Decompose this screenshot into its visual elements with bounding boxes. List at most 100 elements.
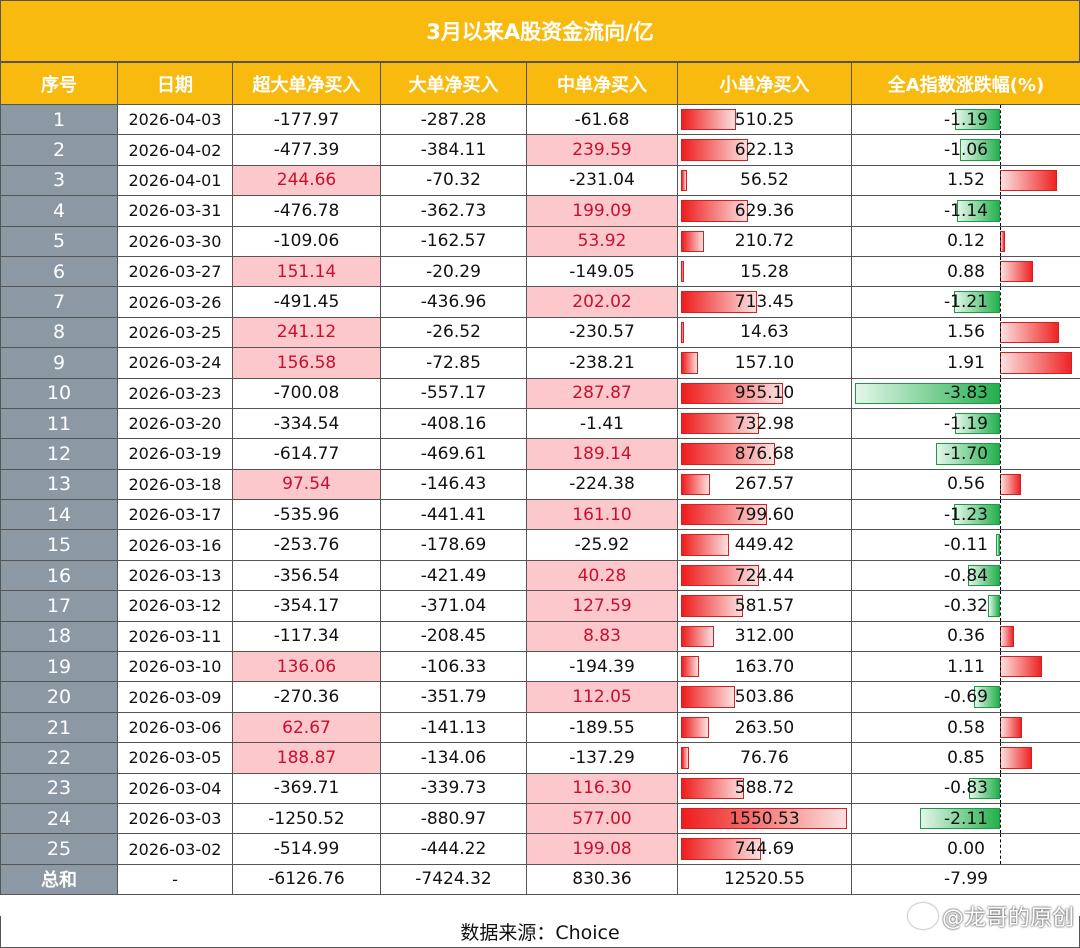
row-date: 2026-03-12: [117, 590, 233, 622]
large-net-buy: -880.97: [380, 802, 527, 835]
super-large-net-buy: 156.58: [232, 347, 381, 379]
small-net-buy-bar: [681, 443, 775, 465]
row-index: 19: [0, 651, 118, 683]
small-net-buy-value: 955.10: [734, 383, 795, 404]
small-net-buy-bar: [681, 200, 749, 222]
table-row: 10 2026-03-23 -700.08 -557.17 287.87 955.10 -3…: [0, 377, 1080, 409]
row-date: 2026-03-25: [117, 316, 233, 349]
zero-axis-line: [1000, 256, 1001, 287]
table-row: 14 2026-03-17 -535.96 -441.41 161.10 799.60 -1…: [0, 499, 1080, 531]
super-large-net-buy: 97.54: [232, 468, 381, 501]
index-change: -1.14: [851, 195, 1080, 227]
row-date: 2026-04-02: [117, 134, 233, 166]
header-date: 日期: [117, 62, 233, 105]
medium-net-buy: 577.00: [526, 802, 678, 835]
medium-net-buy: 199.09: [526, 195, 678, 227]
row-index: 7: [0, 286, 118, 318]
super-large-net-buy: -535.96: [232, 499, 381, 531]
index-change-up-bar: [1000, 352, 1073, 374]
small-net-buy-value: 263.50: [734, 717, 795, 738]
index-change-value: -1.23: [944, 504, 988, 525]
small-net-buy: 588.72: [677, 772, 852, 804]
row-index: 17: [0, 590, 118, 622]
index-change: -1.23: [851, 499, 1080, 531]
zero-axis-line: [1000, 226, 1001, 256]
table-row: 12 2026-03-19 -614.77 -469.61 189.14 876.68 -1…: [0, 438, 1080, 470]
index-change-down-bar: [920, 807, 1000, 830]
zero-axis-line: [1000, 834, 1001, 864]
small-net-buy-value: 581.57: [734, 595, 795, 616]
zero-axis-line: [1000, 348, 1001, 378]
index-change: -2.11: [851, 802, 1080, 835]
large-net-buy: -162.57: [380, 225, 527, 257]
index-change-value: -1.19: [944, 413, 988, 434]
large-net-buy: -146.43: [380, 468, 527, 501]
small-net-buy-value: 799.60: [734, 504, 795, 525]
index-change-down-bar: [968, 564, 1000, 587]
row-index: 3: [0, 164, 118, 197]
row-date: 2026-03-06: [117, 711, 233, 744]
index-change-down-bar: [955, 109, 1000, 131]
row-index: 12: [0, 438, 118, 470]
medium-net-buy: 199.08: [526, 833, 678, 865]
small-net-buy-bar: [681, 260, 684, 283]
small-net-buy: 15.28: [677, 255, 852, 288]
table-row: 20 2026-03-09 -270.36 -351.79 112.05 503.86 -0…: [0, 681, 1080, 713]
index-change-down-bar: [855, 382, 1000, 404]
row-date: 2026-03-17: [117, 499, 233, 531]
small-net-buy: 732.98: [677, 407, 852, 440]
small-net-buy: 799.60: [677, 499, 852, 531]
small-net-buy-bar: [681, 686, 735, 708]
row-date: 2026-04-01: [117, 164, 233, 197]
medium-net-buy: -1.41: [526, 407, 678, 440]
small-net-buy-bar: [681, 412, 760, 435]
index-change-down-bar: [955, 412, 1000, 435]
index-change: 0.36: [851, 620, 1080, 653]
index-change-value: -0.83: [944, 778, 988, 799]
index-change-up-bar: [1000, 473, 1022, 496]
zero-axis-line: [1000, 317, 1001, 348]
table-row: 6 2026-03-27 151.14 -20.29 -149.05 15.28 0.88: [0, 255, 1080, 288]
large-net-buy: -441.41: [380, 499, 527, 531]
small-net-buy-value: 503.86: [734, 687, 795, 708]
super-large-net-buy: -491.45: [232, 286, 381, 318]
index-change-up-bar: [1000, 169, 1058, 192]
row-date: 2026-03-04: [117, 772, 233, 804]
index-change: 1.56: [851, 316, 1080, 349]
header-row: 序号 日期 超大单净买入 大单净买入 中单净买入 小单净买入 全A指数涨跌幅(%…: [0, 62, 1080, 105]
small-net-buy: 210.72: [677, 225, 852, 257]
index-change-up-bar: [1000, 747, 1033, 769]
zero-axis-line: [1000, 165, 1001, 196]
small-net-buy-value: 157.10: [734, 352, 795, 373]
medium-net-buy: 202.02: [526, 286, 678, 318]
small-net-buy-value: 732.98: [734, 413, 795, 434]
index-change-value: -1.19: [944, 109, 988, 130]
small-net-buy-bar: [681, 838, 761, 860]
small-net-buy-value: 15.28: [740, 261, 789, 282]
index-change: -0.11: [851, 529, 1080, 561]
large-net-buy: -362.73: [380, 195, 527, 227]
small-net-buy-bar: [681, 534, 730, 556]
index-change-up-bar: [1000, 321, 1059, 344]
index-change-up-bar: [1000, 656, 1042, 678]
medium-net-buy: 161.10: [526, 499, 678, 531]
small-net-buy-bar: [681, 291, 758, 313]
table-row: 23 2026-03-04 -369.71 -339.73 116.30 588.72 -0…: [0, 772, 1080, 804]
large-net-buy: -408.16: [380, 407, 527, 440]
large-net-buy: -436.96: [380, 286, 527, 318]
index-change-value: 0.85: [947, 747, 985, 768]
small-net-buy-bar: [681, 109, 736, 131]
small-net-buy: 510.25: [677, 103, 852, 136]
small-net-buy: 744.69: [677, 833, 852, 865]
small-net-buy-bar: [681, 169, 688, 192]
small-net-buy: 1550.53: [677, 802, 852, 835]
row-date: 2026-03-18: [117, 468, 233, 501]
small-net-buy: 449.42: [677, 529, 852, 561]
index-change: 0.00: [851, 833, 1080, 865]
index-change: -3.83: [851, 377, 1080, 409]
index-change-down-bar: [953, 504, 1000, 526]
medium-net-buy: 189.14: [526, 438, 678, 470]
total-large: -7424.32: [380, 863, 527, 895]
small-net-buy-bar: [681, 139, 748, 161]
index-change-down-bar: [959, 139, 1000, 161]
